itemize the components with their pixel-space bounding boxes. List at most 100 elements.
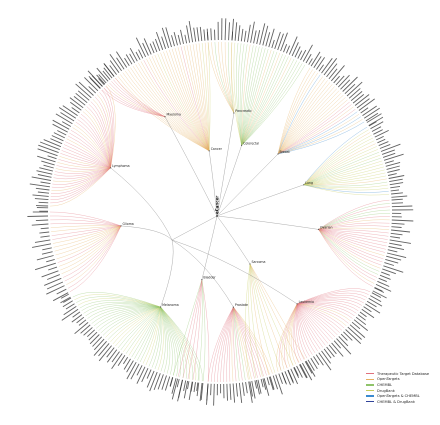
leaf-label-mark [232, 383, 236, 403]
leaf-edge [318, 229, 389, 237]
leaf-edge [277, 69, 313, 155]
legend-label: CHEMBL [377, 382, 393, 387]
leaf-label-mark [123, 356, 129, 365]
leaf-label-mark [199, 383, 203, 402]
leaf-edge [249, 263, 282, 371]
leaf-label-mark [80, 324, 91, 334]
leaf-edge [54, 167, 111, 177]
leaf-label-mark [206, 32, 209, 41]
leaf-label-mark [391, 226, 402, 228]
root-edge [171, 215, 218, 241]
leaf-label-mark [60, 293, 70, 299]
leaf-edge [241, 44, 251, 146]
leaf-edge [277, 84, 333, 155]
leaf-label-mark [254, 380, 258, 389]
leaf-edge [180, 46, 210, 151]
leaf-edge [245, 263, 251, 380]
leaf-label-mark [55, 113, 73, 125]
leaf-edge [303, 184, 388, 189]
leaf-label-mark [321, 350, 331, 364]
leaf-edge [142, 306, 161, 364]
leaf-edge [75, 121, 111, 168]
leaf-label-mark [62, 105, 78, 116]
leaf-label-mark [84, 77, 99, 92]
leaf-label-mark [285, 45, 291, 54]
leaf-edge [296, 303, 318, 352]
leaf-label-mark [347, 326, 362, 340]
leaf-label-mark [34, 239, 51, 243]
leaf-label-mark [130, 363, 140, 380]
leaf-label-mark [50, 138, 63, 145]
leaf-label-mark [389, 182, 404, 186]
leaf-edge [81, 301, 161, 311]
leaf-edge [65, 141, 111, 168]
leaf-edge [303, 132, 371, 185]
leaf-edge [318, 219, 390, 230]
hub-labels: Cancer Colorectal Breast Lung Ovarian Leukemi… [112, 109, 332, 307]
leaf-label-mark [389, 178, 403, 183]
leaf-edge [249, 263, 294, 366]
leaf-label-mark [63, 297, 72, 303]
hub-label: Cancer [211, 147, 223, 151]
legend-label: DrugBank [377, 388, 395, 393]
leaf-edge [297, 303, 333, 340]
leaf-label-mark [37, 148, 58, 157]
leaf-edge [277, 116, 361, 155]
hub-edge [171, 239, 234, 308]
leaf-label-mark [138, 49, 144, 59]
leaf-edge [303, 181, 388, 187]
leaf-label-mark [210, 383, 212, 396]
leaf-edge [248, 263, 257, 379]
leaf-edge [249, 263, 288, 369]
leaf-edge [76, 296, 161, 308]
leaf-edge [214, 307, 234, 382]
leaf-label-mark [300, 49, 307, 61]
leaf-edge [177, 279, 203, 377]
leaf-edge [233, 307, 273, 374]
leaf-label-mark [353, 319, 368, 331]
leaf-edge [197, 279, 203, 381]
leaf-label-mark [372, 290, 387, 299]
leaf-label-mark [391, 222, 405, 225]
leaf-edge [115, 306, 161, 347]
leaf-label-mark [358, 98, 375, 111]
leaf-edge [66, 138, 111, 168]
leaf-edge [233, 307, 243, 381]
leaf-edge [90, 101, 111, 168]
leaf-label-mark [157, 374, 164, 390]
leaf-label-mark [76, 316, 85, 324]
leaf-label-mark [199, 26, 203, 42]
leaf-edge [151, 306, 161, 368]
leaf-edge [296, 303, 324, 348]
leaf-edge [303, 163, 384, 185]
legend-swatch-ot-chembl [366, 395, 374, 397]
leaf-edge [100, 306, 161, 334]
hub-label: Breast [280, 150, 291, 154]
leaf-edge [297, 303, 355, 317]
leaf-label-mark [253, 30, 257, 44]
leaf-edge [297, 300, 361, 309]
leaf-edge [160, 306, 166, 372]
leaf-edge [98, 306, 161, 331]
leaf-label-mark [330, 65, 345, 82]
leaf-label-mark [183, 380, 189, 399]
leaf-edge [241, 63, 303, 146]
hub-edge [160, 239, 174, 308]
leaf-label-mark [37, 174, 52, 178]
legend-item-ot-chembl: OpenTargets & CHEMBL [366, 393, 440, 399]
leaf-label-mark [141, 368, 149, 383]
leaf-edge [241, 52, 281, 146]
leaf-edge [74, 124, 111, 168]
leaf-edge [277, 111, 358, 155]
leaf-label-mark [299, 364, 307, 379]
leaf-edge [230, 42, 235, 114]
leaf-label-mark [126, 361, 137, 380]
leaf-edge [50, 167, 111, 207]
leaf-label-mark [149, 371, 158, 392]
leaf-edge [88, 103, 111, 168]
leaf-edge [318, 229, 385, 256]
leaf-edge [182, 279, 203, 378]
leaf-edge [241, 57, 292, 146]
hub-node [110, 167, 112, 169]
leaf-edge [277, 78, 326, 155]
